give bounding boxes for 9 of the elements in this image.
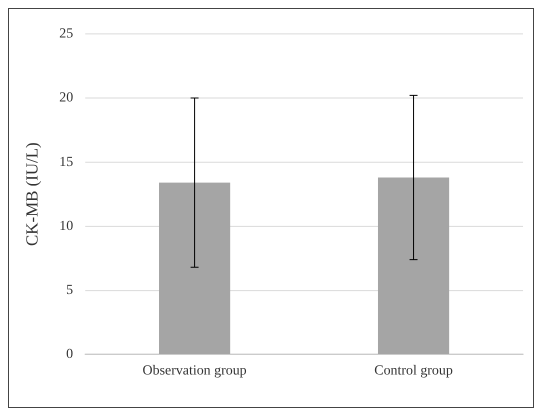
- y-axis-title: CK-MB (IU/L): [22, 142, 42, 246]
- y-tick-label: 10: [59, 218, 74, 234]
- y-tick-label: 15: [59, 154, 74, 170]
- x-tick-label: Control group: [374, 363, 453, 378]
- y-tick-label: 0: [66, 347, 74, 362]
- x-tick-label: Observation group: [142, 363, 247, 378]
- y-tick-label: 20: [59, 90, 74, 106]
- y-tick-label: 5: [66, 283, 74, 298]
- y-tick-label: 25: [59, 26, 74, 42]
